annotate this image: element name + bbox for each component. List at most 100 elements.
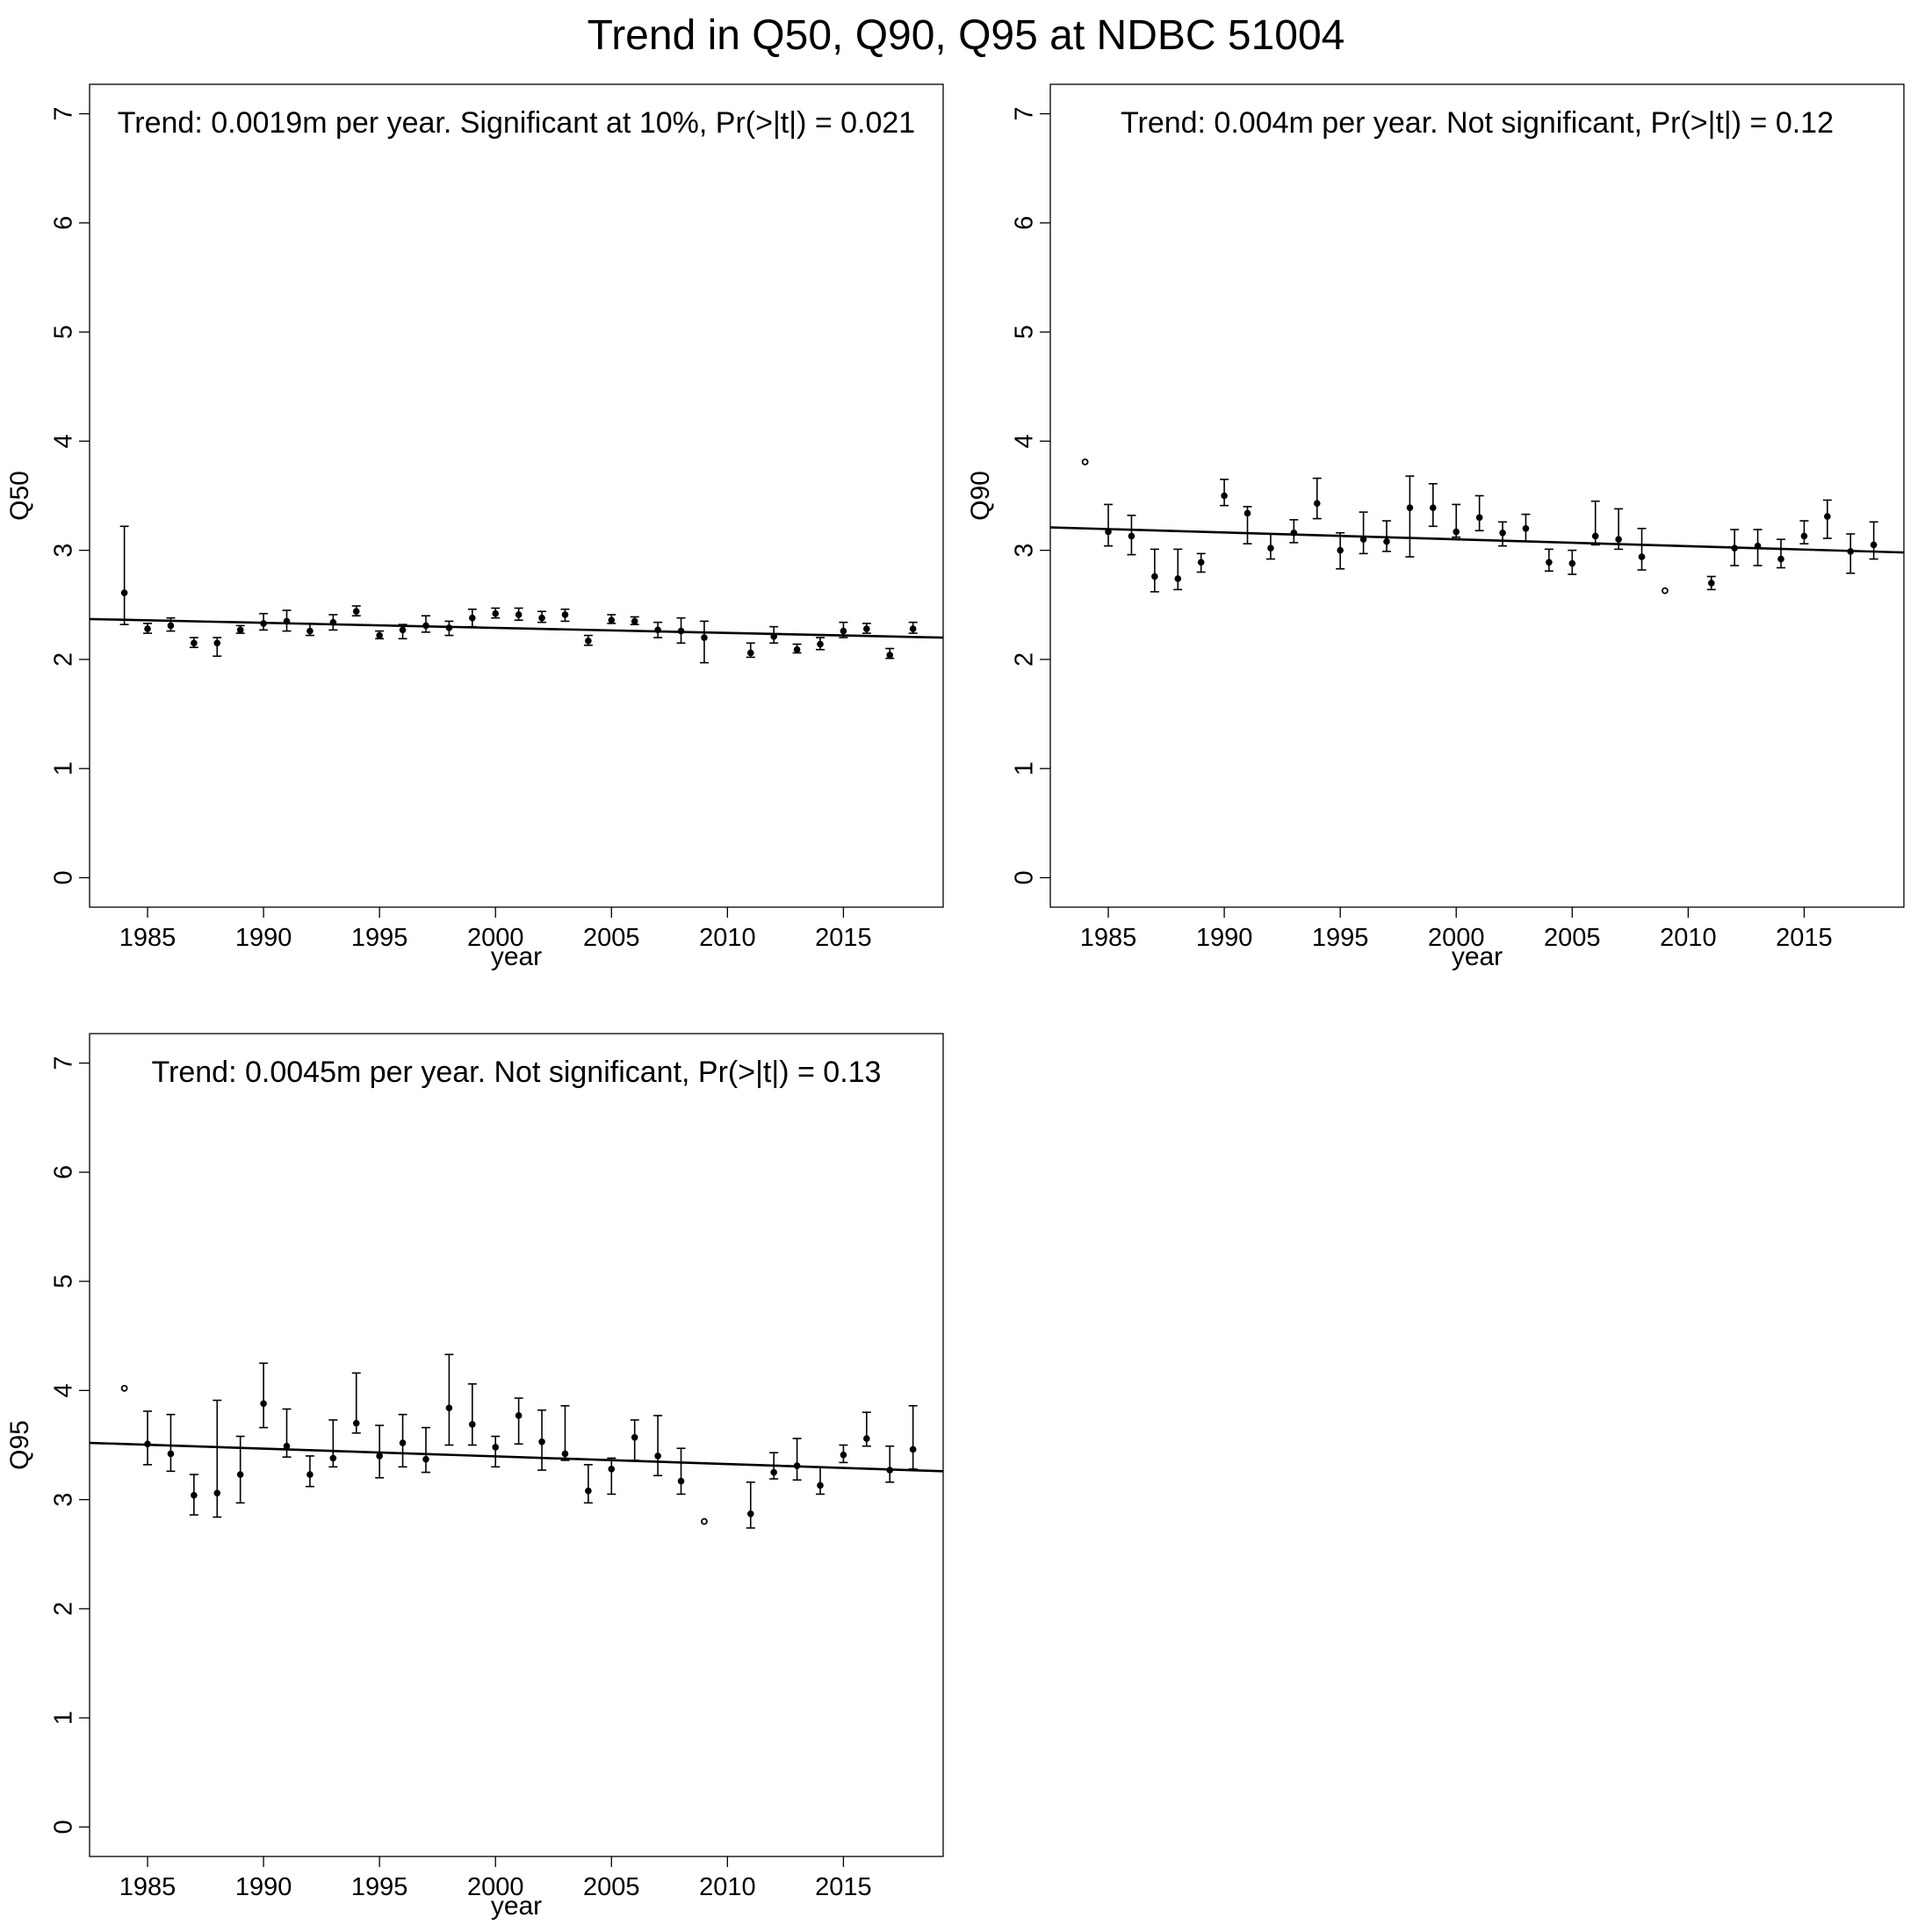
data-point [329,1454,337,1462]
panel-title: Trend: 0.0019m per year. Significant at … [118,106,915,140]
panel-title: Trend: 0.0045m per year. Not significant… [152,1056,882,1089]
plot-frame [89,1033,944,1857]
y-axis-label: Q50 [5,471,34,521]
data-point [1337,546,1344,554]
data-point [909,625,917,632]
data-point [1638,553,1646,560]
data-point [1591,532,1599,540]
y-axis-label: Q90 [966,471,995,521]
y-tick-label: 5 [50,325,78,339]
x-tick-label: 2010 [699,924,756,952]
panel-q50: Trend: 0.0019m per year. Significant at … [5,83,944,971]
plot-marks: 1985 1990 1995 2000 2005 2010 2015 0 1 2 3 4 5 6 7 [50,106,944,952]
plot-marks: 1985 1990 1995 2000 2005 2010 2015 0 1 2 3 4 5 6 7 [1011,106,1905,952]
data-point [120,589,128,596]
plot-frame [89,83,944,908]
data-point [817,640,824,648]
data-point [1128,532,1135,540]
data-point [492,1444,500,1451]
data-point [1754,542,1762,550]
x-tick-label: 2015 [815,924,872,952]
data-point [538,1438,545,1445]
data-point [746,1510,754,1517]
x-tick-label: 1990 [1196,924,1253,952]
data-point [1430,504,1437,511]
data-point [1151,573,1158,580]
data-point [306,1471,314,1478]
x-tick-label: 1995 [351,924,408,952]
data-point [1499,529,1506,537]
data-point [469,614,476,622]
data-point [654,626,661,634]
y-tick-label: 6 [50,1165,78,1179]
data-point [306,627,314,635]
data-point [1707,580,1715,587]
x-tick-label: 1995 [351,1873,408,1901]
y-tick-label: 1 [50,761,78,775]
data-point [399,626,407,634]
y-tick-label: 6 [1011,216,1039,230]
y-tick-label: 7 [50,1056,78,1070]
data-point [167,1450,175,1458]
y-tick-label: 2 [1011,652,1039,667]
data-point-open [701,1517,708,1525]
data-point [515,611,523,618]
data-point [352,608,360,616]
y-tick-label: 4 [1011,434,1039,448]
y-tick-label: 1 [1011,761,1039,775]
data-point [1568,559,1576,567]
x-axis-label: year [1452,942,1503,971]
y-tick-label: 6 [50,216,78,230]
data-point [1221,492,1228,500]
data-point [236,626,244,634]
x-tick-label: 2015 [815,1873,872,1901]
y-tick-label: 5 [1011,325,1039,339]
x-tick-label: 1995 [1312,924,1369,952]
data-point [1522,524,1530,532]
data-point [654,1453,661,1460]
y-tick-label: 1 [50,1711,78,1725]
data-point [445,624,453,631]
data-point [1267,544,1274,551]
trend-line [89,1441,944,1473]
data-point [213,639,221,647]
x-tick-label: 2010 [699,1873,756,1901]
data-point [213,1489,221,1496]
x-tick-label: 2000 [467,924,524,952]
x-tick-label: 2005 [583,924,640,952]
x-axis-label: year [491,1892,542,1921]
data-point [469,1421,476,1428]
y-tick-label: 5 [50,1274,78,1288]
x-tick-label: 1990 [235,1873,292,1901]
data-point-open [120,1384,128,1392]
x-tick-label: 1985 [119,1873,177,1901]
data-point [1105,528,1112,536]
y-tick-label: 2 [50,1602,78,1616]
panel-q95: Trend: 0.0045m per year. Not significant… [5,1033,944,1921]
data-point [260,1400,267,1408]
data-point [840,1451,847,1459]
y-tick-label: 3 [1011,544,1039,558]
data-point [1174,575,1182,582]
panel-title: Trend: 0.004m per year. Not significant,… [1121,106,1834,140]
figure-title: Trend in Q50, Q90, Q95 at NDBC 51004 [588,12,1345,59]
data-point [1313,500,1321,507]
data-point [1406,504,1414,511]
data-point [561,611,569,618]
data-point [585,637,592,645]
data-point [515,1412,523,1419]
data-point [144,1440,151,1448]
data-point [329,618,337,626]
data-point [631,1434,638,1441]
data-point [1475,514,1483,522]
data-point [376,631,383,639]
trend-line [1049,526,1905,554]
data-point [144,625,151,632]
data-point [561,1450,569,1458]
data-point [909,1445,917,1453]
data-point [1383,537,1390,545]
data-point [608,616,616,624]
data-point [1777,555,1784,563]
y-tick-label: 0 [1011,870,1039,884]
